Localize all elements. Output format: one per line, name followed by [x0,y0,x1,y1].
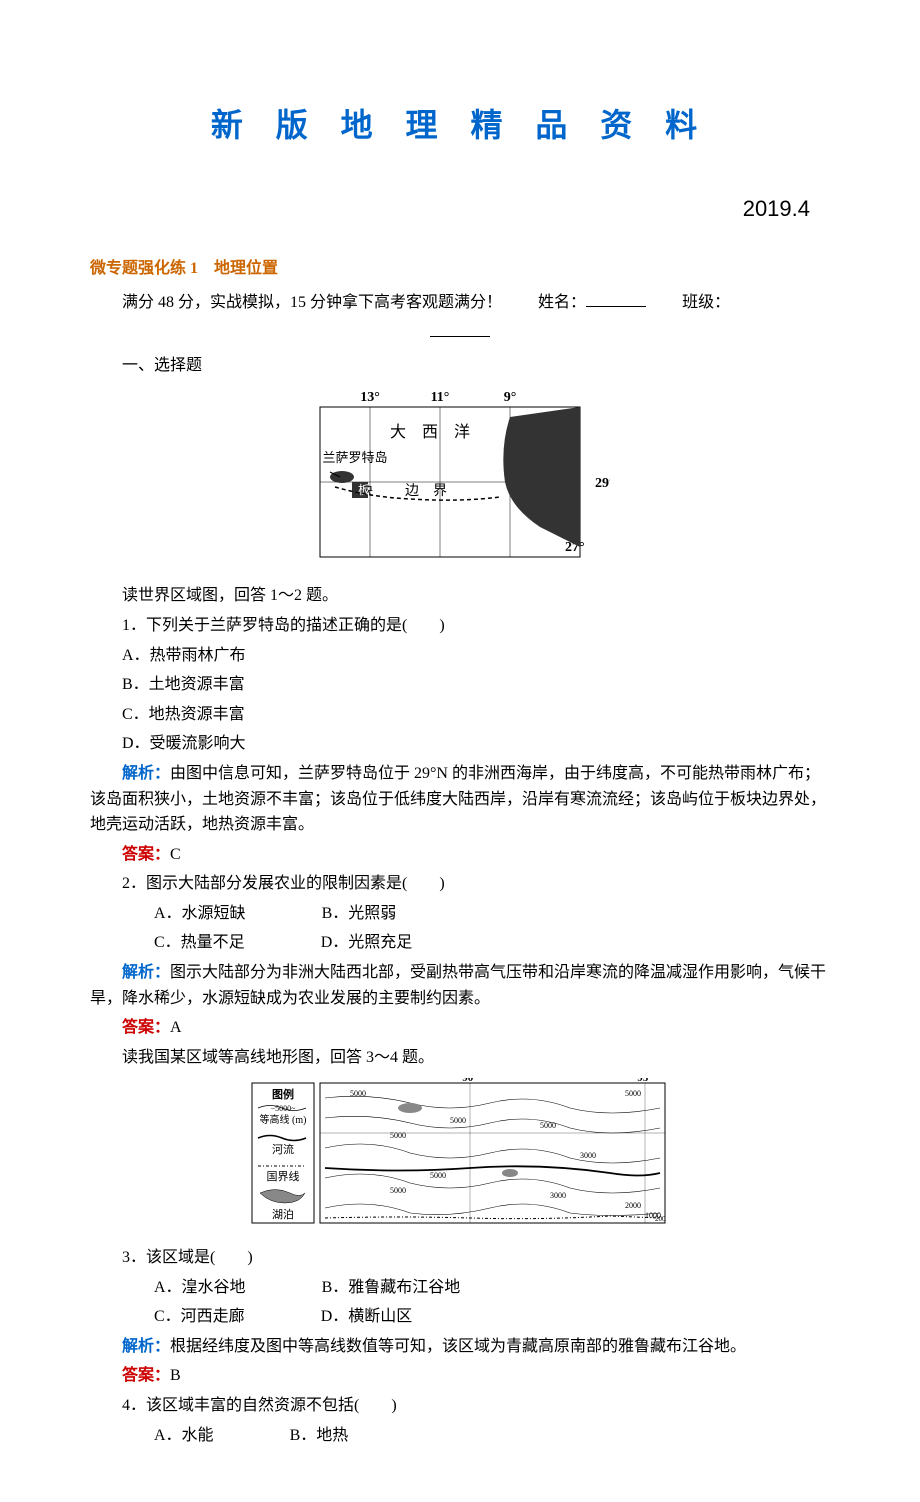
fig2-legend-contour: 等高线 (m) [260,1113,307,1126]
fig2-e5000-1: 5000 [350,1089,366,1098]
fig2-legend-border: 国界线 [267,1169,300,1183]
svg-text:板: 板 [358,483,370,497]
fig1-lon13: 13° [360,390,380,405]
q2-opt-c: C．热量不足 [122,930,245,956]
q3-stem: 3．该区域是( ) [90,1245,830,1271]
q4-stem: 4．该区域丰富的自然资源不包括( ) [90,1393,830,1419]
fig2-e5000-4: 5000 [540,1121,556,1130]
q4-opt-b: B．地热 [258,1423,349,1449]
q4-opts-ab: A．水能 B．地热 [90,1423,830,1449]
q2-answer-label: 答案： [122,1019,170,1036]
fig1-lon9: 9° [504,390,517,405]
q3-analysis-text: 根据经纬度及图中等高线数值等可知，该区域为青藏高原南部的雅鲁藏布江谷地。 [170,1338,746,1355]
q-group1-lead: 读世界区域图，回答 1～2 题。 [90,583,830,609]
fig2-e5000-2: 5000 [390,1131,406,1140]
fig1-lat29: 29° [595,476,610,491]
fig2-e5000-5: 5000 [430,1171,446,1180]
fig2-e2000: 2000 [625,1201,641,1210]
section-heading-1: 一、选择题 [90,353,830,379]
q2-opt-d: D．光照充足 [289,930,413,956]
q3-answer-text: B [170,1367,181,1384]
fig2-legend-lake: 湖泊 [272,1208,294,1221]
q3-answer: 答案：B [90,1363,830,1389]
q1-opt-d: D．受暖流影响大 [90,731,830,757]
fig2-e5000-3: 5000 [450,1116,466,1125]
instruction-prefix: 满分 48 分，实战模拟，15 分钟拿下高考客观题满分！ [122,294,502,311]
q3-analysis-label: 解析： [122,1338,170,1355]
q1-stem: 1．下列关于兰萨罗特岛的描述正确的是( ) [90,613,830,639]
q3-analysis: 解析：根据经纬度及图中等高线数值等可知，该区域为青藏高原南部的雅鲁藏布江谷地。 [90,1334,830,1360]
q2-opt-a: A．水源短缺 [122,901,246,927]
q2-answer: 答案：A [90,1015,830,1041]
class-label: 班级： [682,294,730,311]
q2-opt-b: B．光照弱 [290,901,397,927]
q2-opts-ab: A．水源短缺 B．光照弱 [90,901,830,927]
date-line: 2019.4 [90,191,830,226]
fig2-e3000-2: 3000 [550,1191,566,1200]
fig2-e200: 200 [655,1215,666,1223]
fig2-legend-title: 图例 [272,1087,294,1101]
section-title: 微专题强化练 1 地理位置 [90,256,830,282]
fig2-legend-range: −5000~ [271,1104,297,1113]
q1-opt-c: C．地热资源丰富 [90,702,830,728]
q1-analysis-label: 解析： [122,765,170,782]
q-group2-lead: 读我国某区域等高线地形图，回答 3～4 题。 [90,1045,830,1071]
q3-opt-a: A．湟水谷地 [122,1275,246,1301]
fig2-e5000-6: 5000 [390,1186,406,1195]
q3-opt-c: C．河西走廊 [122,1304,245,1330]
q3-opt-d: D．横断山区 [289,1304,413,1330]
q2-opts-cd: C．热量不足 D．光照充足 [90,930,830,956]
q2-analysis-text: 图示大陆部分为非洲大陆西北部，受副热带高气压带和沿岸寒流的降温减湿作用影响，气候… [90,964,826,1007]
name-blank [586,306,646,307]
q2-answer-text: A [170,1019,182,1036]
class-blank [430,336,490,337]
q1-answer-label: 答案： [122,846,170,863]
instruction-line: 满分 48 分，实战模拟，15 分钟拿下高考客观题满分！ 姓名： 班级： [90,290,830,316]
fig1-boundary: 边 界 [405,483,447,499]
q4-opt-a: A．水能 [122,1423,214,1449]
q1-opt-b: B．土地资源丰富 [90,672,830,698]
fig1-landmass [503,407,580,547]
figure-2: 图例 −5000~ 等高线 (m) 河流 国界线 湖泊 90° 95° 30° … [90,1078,830,1237]
figure-1: 13° 11° 9° 29° 27° 大 西 洋 兰萨罗特岛 块 板 边 界 [90,387,830,576]
q1-answer-text: C [170,846,181,863]
q3-answer-label: 答案： [122,1367,170,1384]
q3-opt-b: B．雅鲁藏布江谷地 [290,1275,461,1301]
q3-opts-ab: A．湟水谷地 B．雅鲁藏布江谷地 [90,1275,830,1301]
q3-opts-cd: C．河西走廊 D．横断山区 [90,1304,830,1330]
q2-analysis-label: 解析： [122,964,170,981]
class-blank-line [90,320,830,346]
q2-analysis: 解析：图示大陆部分为非洲大陆西北部，受副热带高气压带和沿岸寒流的降温减湿作用影响… [90,960,830,1011]
q1-analysis-text: 由图中信息可知，兰萨罗特岛位于 29°N 的非洲西海岸，由于纬度高，不可能热带雨… [90,765,826,833]
fig2-e3000-1: 3000 [580,1151,596,1160]
fig1-island-shape [330,471,354,483]
fig1-ocean: 大 西 洋 [390,423,470,441]
name-label: 姓名： [538,294,586,311]
q1-opt-a: A．热带雨林广布 [90,643,830,669]
q1-analysis: 解析：由图中信息可知，兰萨罗特岛位于 29°N 的非洲西海岸，由于纬度高，不可能… [90,761,830,838]
fig1-island: 兰萨罗特岛 [322,450,387,465]
main-title: 新 版 地 理 精 品 资 料 [90,100,830,151]
fig2-e5000-7: 5000 [625,1089,641,1098]
fig2-legend-river: 河流 [272,1142,294,1156]
q2-stem: 2．图示大陆部分发展农业的限制因素是( ) [90,871,830,897]
fig1-lon11: 11° [431,390,450,405]
q1-answer: 答案：C [90,842,830,868]
